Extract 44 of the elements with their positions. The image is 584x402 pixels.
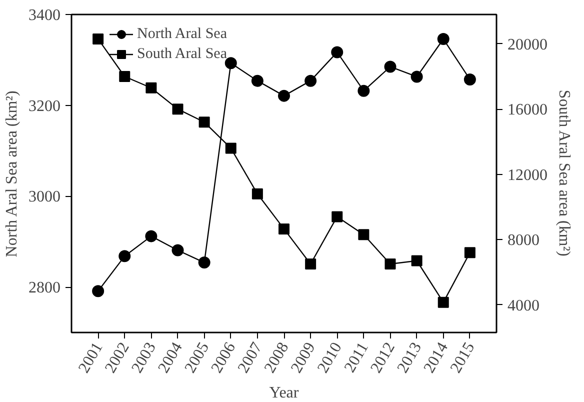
point — [358, 229, 370, 240]
point — [198, 116, 210, 128]
point — [384, 60, 396, 73]
point — [305, 258, 316, 270]
y2-tick-label: 20000 — [508, 36, 548, 54]
point — [172, 104, 184, 115]
point — [304, 74, 317, 87]
point — [278, 90, 290, 102]
point — [437, 33, 450, 46]
y2-tick-label: 16000 — [508, 102, 548, 119]
y-tick-label: 3400 — [28, 7, 60, 24]
y2-tick-label: 12000 — [508, 166, 548, 184]
y2-axis-title: South Aral Sea area (km²) — [556, 90, 572, 256]
point — [411, 255, 422, 266]
point — [331, 46, 344, 58]
point — [145, 230, 158, 242]
point — [278, 223, 290, 234]
point — [384, 258, 396, 270]
y-axis-title: North Aral Sea area (km²) — [4, 90, 20, 258]
point — [224, 57, 237, 70]
y2-tick-label: 4000 — [508, 297, 540, 314]
legend-label: South Aral Sea — [137, 46, 227, 62]
legend-label: North Aral Sea — [137, 26, 227, 42]
point — [198, 256, 210, 269]
point — [225, 142, 236, 154]
point — [332, 211, 343, 222]
point — [172, 244, 184, 256]
y-tick-label: 2800 — [28, 280, 60, 297]
point — [118, 250, 131, 262]
point — [464, 247, 476, 258]
point — [251, 74, 264, 87]
y-tick-label: 3200 — [28, 98, 60, 115]
point — [438, 296, 449, 308]
point — [146, 82, 157, 94]
y2-tick-label: 8000 — [508, 232, 540, 250]
point — [92, 285, 104, 298]
point — [464, 73, 476, 86]
point — [92, 33, 104, 44]
y-tick-label: 3000 — [28, 188, 60, 206]
point — [252, 188, 263, 200]
point — [358, 84, 370, 97]
x-axis-title: Year — [269, 384, 300, 402]
point — [410, 70, 423, 83]
point — [119, 70, 130, 82]
